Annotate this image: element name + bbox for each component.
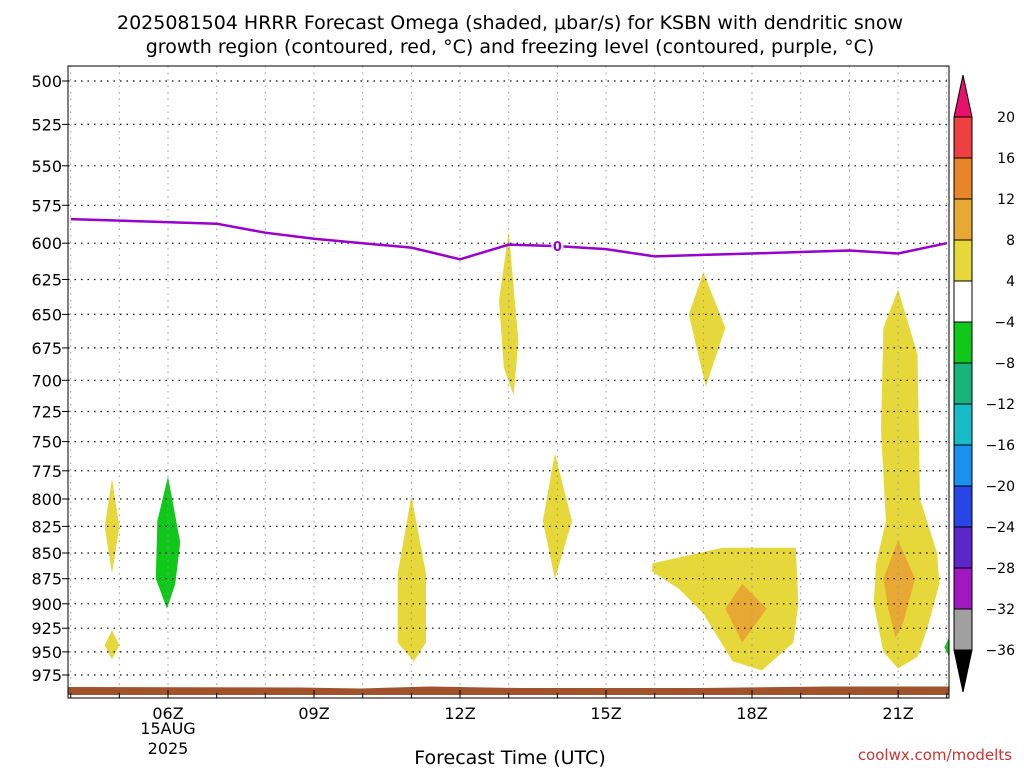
colorbar-label-5: −4: [994, 315, 1015, 331]
date-label-day: 15AUG: [140, 719, 195, 738]
colorbar-band-12: [953, 567, 973, 610]
omega-region-8: [725, 583, 767, 643]
colorbar-label-10: −24: [985, 520, 1015, 536]
colorbar-label-12: −32: [985, 602, 1015, 618]
y-tick-label-16: 900: [31, 595, 62, 614]
date-label-year: 2025: [148, 739, 189, 758]
omega-region-1: [104, 630, 120, 660]
omega-region-11: [944, 637, 949, 657]
colorbar-band-10: [953, 485, 973, 528]
omega-colorbar: 20 16 12 8 4 −4 −8 −12 −16 −20 −24 −28 −32 −36: [953, 74, 1015, 693]
y-tick-label-0: 500: [31, 72, 62, 91]
x-tick-label-1: 09Z: [298, 704, 329, 723]
x-tick-label-5: 21Z: [882, 704, 913, 723]
colorbar-arrow-bottom: [953, 649, 973, 693]
omega-region-9: [873, 289, 940, 669]
x-tick-label-2: 12Z: [444, 704, 475, 723]
colorbar-band-11: [953, 526, 973, 569]
chart-title: 2025081504 HRRR Forecast Omega (shaded, …: [117, 12, 903, 58]
omega-region-6: [688, 272, 726, 387]
omega-region-7: [652, 547, 799, 671]
y-tick-label-7: 675: [31, 339, 62, 358]
y-tick-label-12: 800: [31, 490, 62, 509]
pressure-axis: 500 525 550 575 600 625 650 675 700 725 750 775 800 8…: [31, 72, 68, 685]
x-tick-label-0: 06Z: [152, 704, 183, 723]
y-tick-label-9: 725: [31, 403, 62, 422]
colorbar-band-5: [953, 280, 973, 323]
chart-title-line-2: growth region (contoured, red, °C) and f…: [146, 36, 875, 58]
y-tick-label-5: 625: [31, 271, 62, 290]
colorbar-label-3: 8: [1006, 233, 1015, 249]
colorbar-label-0: 20: [997, 110, 1015, 126]
y-tick-label-8: 700: [31, 371, 62, 390]
colorbar-label-4: 4: [1006, 274, 1015, 290]
colorbar-label-11: −28: [985, 561, 1015, 577]
y-tick-label-15: 875: [31, 570, 62, 589]
y-tick-label-6: 650: [31, 305, 62, 324]
colorbar-label-13: −36: [985, 643, 1015, 659]
y-tick-label-13: 825: [31, 517, 62, 536]
colorbar-band-4: [953, 239, 973, 282]
y-tick-label-10: 750: [31, 433, 62, 452]
omega-region-5: [542, 453, 572, 579]
colorbar-label-6: −8: [994, 356, 1015, 372]
colorbar-label-9: −20: [985, 479, 1015, 495]
colorbar-label-1: 16: [997, 151, 1015, 167]
y-tick-label-14: 850: [31, 544, 62, 563]
colorbar-label-7: −12: [985, 397, 1015, 413]
colorbar-band-8: [953, 403, 973, 446]
x-tick-label-4: 18Z: [736, 704, 767, 723]
omega-region-2: [155, 476, 181, 609]
x-tick-label-3: 15Z: [590, 704, 621, 723]
grid-lines: [68, 66, 949, 698]
colorbar-arrow-top: [953, 74, 973, 118]
omega-region-10: [883, 540, 916, 638]
y-tick-label-1: 525: [31, 115, 62, 134]
colorbar-label-8: −16: [985, 438, 1015, 454]
colorbar-band-2: [953, 157, 973, 200]
freezing-level-label-bg: [551, 238, 564, 254]
y-tick-label-3: 575: [31, 196, 62, 215]
colorbar-band-7: [953, 362, 973, 405]
y-tick-label-19: 975: [31, 666, 62, 685]
x-axis-label: Forecast Time (UTC): [414, 747, 605, 768]
y-tick-label-17: 925: [31, 619, 62, 638]
y-tick-label-2: 550: [31, 157, 62, 176]
y-tick-label-18: 950: [31, 643, 62, 662]
colorbar-band-6: [953, 321, 973, 364]
omega-region-3: [397, 495, 426, 662]
omega-shading: [104, 231, 949, 671]
ground-surface: [68, 686, 949, 695]
colorbar-band-9: [953, 444, 973, 487]
y-tick-label-4: 600: [31, 234, 62, 253]
omega-region-0: [104, 478, 120, 574]
credit-text: coolwx.com/modelts: [858, 746, 1012, 764]
ground-strip: [68, 686, 949, 695]
chart-title-line-1: 2025081504 HRRR Forecast Omega (shaded, …: [117, 12, 903, 34]
freezing-level-label: 0: [553, 240, 562, 255]
y-tick-label-11: 775: [31, 462, 62, 481]
colorbar-band-1: [953, 116, 973, 159]
colorbar-band-13: [953, 608, 973, 651]
time-axis: 06Z 09Z 12Z 15Z 18Z 21Z: [70, 690, 948, 723]
colorbar-band-3: [953, 198, 973, 241]
colorbar-label-2: 12: [997, 192, 1015, 208]
freezing-level-contour: 0: [70, 217, 947, 261]
